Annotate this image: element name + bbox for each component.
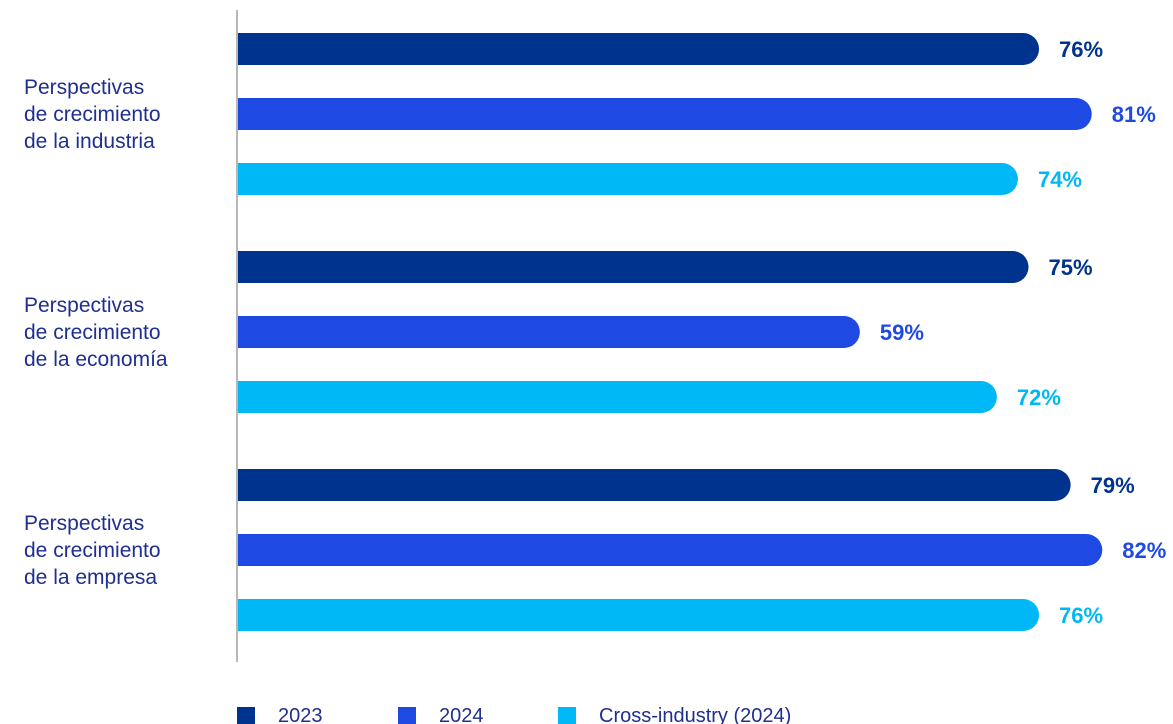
data-label: 79% [1091, 473, 1135, 498]
category-label: Perspectivas de crecimiento de la industri… [24, 76, 161, 153]
category-label-line: Perspectivas [24, 294, 144, 317]
bar [238, 163, 1018, 195]
category-label: Perspectivas de crecimiento de la empresa [24, 512, 161, 589]
legend-label: 2024 [439, 705, 484, 724]
category-label-line: de crecimiento [24, 539, 161, 562]
bar [238, 599, 1040, 631]
data-label: 72% [1017, 385, 1061, 410]
category-label-line: Perspectivas [24, 76, 144, 99]
bar [238, 316, 860, 348]
category-label-line: de crecimiento [24, 103, 161, 126]
bars-layer: Perspectivas de crecimiento de la industri… [24, 33, 1166, 631]
data-label: 82% [1122, 538, 1166, 563]
data-label: 74% [1038, 167, 1082, 192]
legend-swatch [237, 707, 255, 724]
bar [238, 251, 1029, 283]
data-label: 59% [880, 320, 924, 345]
legend-swatch [558, 707, 576, 724]
bar [238, 534, 1103, 566]
legend-label: 2023 [278, 705, 323, 724]
category-label-line: de la industria [24, 130, 155, 153]
legend-label: Cross-industry (2024) [599, 705, 791, 724]
legend-swatch [398, 707, 416, 724]
category-label-line: Perspectivas [24, 512, 144, 535]
bar [238, 469, 1071, 501]
category-label-line: de la empresa [24, 566, 157, 589]
category-label-line: de crecimiento [24, 321, 161, 344]
data-label: 76% [1059, 37, 1103, 62]
bar [238, 98, 1092, 130]
data-label: 81% [1112, 102, 1156, 127]
data-label: 75% [1049, 255, 1093, 280]
bar [238, 33, 1040, 65]
category-label: Perspectivas de crecimiento de la economía [24, 294, 168, 371]
bar [238, 381, 997, 413]
data-label: 76% [1059, 603, 1103, 628]
category-label-line: de la economía [24, 348, 168, 371]
legend: 2023 2024 Cross-industry (2024) [237, 705, 791, 724]
